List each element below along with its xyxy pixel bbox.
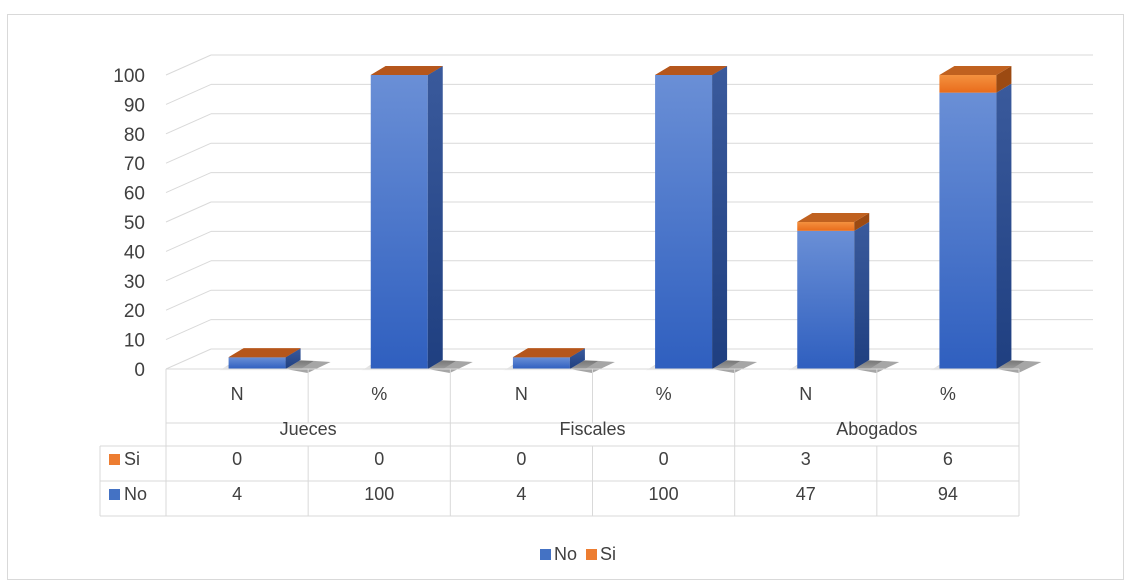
bar-no-side xyxy=(854,221,870,369)
legend-label-si: Si xyxy=(600,544,616,564)
bar-top-si-cap xyxy=(655,66,728,75)
bar-si-side xyxy=(996,66,1012,93)
gridline-side xyxy=(165,260,212,282)
x-group-label: Jueces xyxy=(280,419,337,439)
y-tick-label: 70 xyxy=(124,154,145,175)
y-tick-label: 30 xyxy=(124,272,145,293)
bar-top-si-cap xyxy=(512,348,585,358)
chart-frame: 0 10 20 30 40 50 60 70 80 90 100 N% N% N% Jueces Fisca… xyxy=(7,14,1124,580)
y-tick-label: 60 xyxy=(124,184,145,205)
table-cell-value: 0 xyxy=(659,449,669,469)
bar-si-side xyxy=(854,213,870,231)
y-tick-label: 90 xyxy=(124,95,145,116)
bar-no-front xyxy=(370,75,428,369)
legend-label-no: No xyxy=(554,544,577,564)
bar-no-side xyxy=(996,83,1012,369)
bar-si-front xyxy=(797,222,855,231)
legend-key-no xyxy=(109,489,120,500)
table-cell-value: 4 xyxy=(232,484,242,504)
table-cell-value: 100 xyxy=(649,484,679,504)
y-axis-ticks: 0 10 20 30 40 50 60 70 80 90 100 xyxy=(113,66,145,381)
bars xyxy=(228,66,1012,369)
legend-swatch-no xyxy=(540,549,551,560)
bar-no-front xyxy=(939,92,997,369)
gridline-side xyxy=(165,142,212,164)
bar-top xyxy=(797,213,870,222)
gridline-side xyxy=(165,201,212,223)
x-subcategory-label: N xyxy=(231,384,244,404)
bar-top xyxy=(939,66,1012,75)
y-tick-label: 50 xyxy=(124,213,145,234)
table-cell-value: 4 xyxy=(516,484,526,504)
x-subcategory-label: % xyxy=(940,384,956,404)
y-tick-label: 20 xyxy=(124,301,145,322)
gridline-side xyxy=(165,54,212,76)
bar-no-side xyxy=(427,66,443,369)
y-tick-label: 100 xyxy=(113,66,145,87)
y-tick-label: 10 xyxy=(124,331,145,352)
gridline-side xyxy=(165,83,212,105)
x-group-label: Abogados xyxy=(836,419,917,439)
legend-swatch-si xyxy=(586,549,597,560)
x-subcategory-label: N xyxy=(799,384,812,404)
bar-no-front xyxy=(228,357,286,369)
legend-key-si xyxy=(109,454,120,465)
y-tick-label: 40 xyxy=(124,242,145,263)
table-cell-value: 0 xyxy=(374,449,384,469)
bar-no-front xyxy=(797,230,855,369)
table-cell-value: 100 xyxy=(364,484,394,504)
table-row-label: Si xyxy=(124,449,140,469)
table-cell-value: 47 xyxy=(796,484,816,504)
x-group-label: Fiscales xyxy=(559,419,625,439)
table-cell-value: 94 xyxy=(938,484,958,504)
x-subcategory-label: % xyxy=(656,384,672,404)
bar-shadows xyxy=(218,360,1042,373)
bar-no-side xyxy=(712,66,728,369)
bar-top-si-cap xyxy=(228,348,301,358)
table-cell-value: 0 xyxy=(232,449,242,469)
table-cell-value: 3 xyxy=(801,449,811,469)
x-subcategory-label: % xyxy=(371,384,387,404)
gridline-side xyxy=(165,172,212,194)
bar-no-side xyxy=(285,348,301,369)
gridline-side xyxy=(165,319,212,341)
bar-no-side xyxy=(569,348,585,369)
y-tick-label: 80 xyxy=(124,125,145,146)
y-tick-label: 0 xyxy=(134,360,145,381)
gridline-side xyxy=(165,289,212,311)
table-row-label: No xyxy=(124,484,147,504)
gridline-side xyxy=(165,230,212,252)
x-subcategory-label: N xyxy=(515,384,528,404)
bar-no-front xyxy=(655,75,713,369)
bar-top-si-cap xyxy=(370,66,443,75)
table-cell-value: 0 xyxy=(516,449,526,469)
table-cell-value: 6 xyxy=(943,449,953,469)
bar-no-front xyxy=(512,357,570,369)
bar-si-front xyxy=(939,75,997,93)
gridline-side xyxy=(165,113,212,135)
legend: No Si xyxy=(540,544,616,564)
data-table: N% N% N % Jueces Fiscales Abogados Si 0 0 0 0 3 6 No 4 1… xyxy=(99,368,1020,517)
gridline-side xyxy=(165,348,212,370)
